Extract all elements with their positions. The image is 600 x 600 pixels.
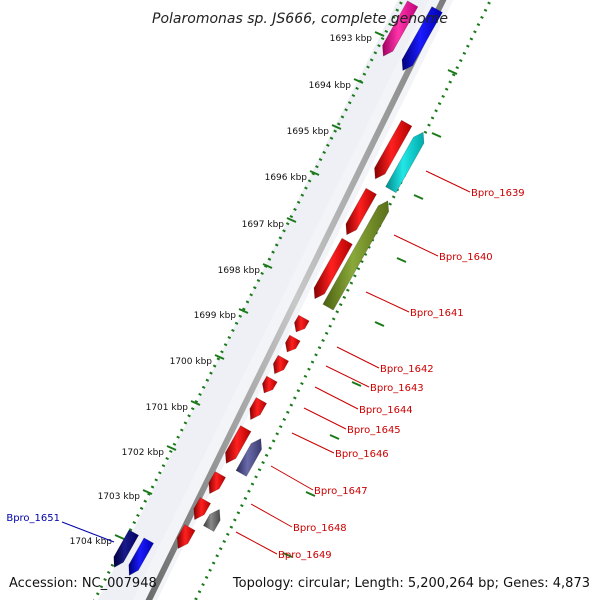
inner-ruler-tick bbox=[329, 434, 340, 440]
scale-tick-label: 1704 kbp bbox=[70, 537, 113, 547]
gene-label[interactable]: Bpro_1643 bbox=[370, 383, 424, 394]
scale-tick bbox=[374, 31, 385, 37]
gene-labels: Bpro_1639 Bpro_1640 Bpro_1641 Bpro_1642 Bpro… bbox=[6, 188, 524, 561]
gene-arrow[interactable] bbox=[294, 314, 310, 333]
inner-ruler-tick bbox=[374, 321, 385, 327]
gene-arrow[interactable] bbox=[208, 471, 227, 495]
inner-ruler-tick bbox=[431, 132, 442, 138]
scale-tick-label: 1694 kbp bbox=[309, 81, 352, 91]
label-leader-line bbox=[314, 386, 359, 410]
gene-arrow[interactable] bbox=[401, 6, 443, 71]
label-leader-line bbox=[291, 432, 335, 454]
scale-tick-label: 1695 kbp bbox=[287, 127, 330, 137]
gene-arrow[interactable] bbox=[249, 397, 268, 421]
gene-label[interactable]: Bpro_1640 bbox=[439, 252, 493, 263]
gene-arrow[interactable] bbox=[313, 237, 353, 300]
scale-tick bbox=[286, 217, 297, 223]
label-leader-line bbox=[303, 407, 347, 430]
inner-ruler bbox=[193, 0, 493, 600]
scale-tick bbox=[331, 124, 342, 130]
gene-arrow[interactable] bbox=[345, 187, 377, 236]
label-leader-line bbox=[61, 521, 115, 543]
gene-arrow[interactable] bbox=[382, 0, 419, 57]
gene-features bbox=[113, 0, 443, 576]
inner-ruler-tick bbox=[305, 491, 316, 497]
gene-label[interactable]: Bpro_1645 bbox=[347, 425, 401, 436]
accession-text: Accession: NC_007948 bbox=[9, 576, 157, 591]
label-leader-line bbox=[250, 503, 293, 528]
gene-label[interactable]: Bpro_1649 bbox=[278, 550, 332, 561]
inner-ruler-tick bbox=[447, 69, 458, 75]
label-leader-line bbox=[393, 234, 439, 257]
gene-arrow[interactable] bbox=[202, 508, 221, 532]
label-leader-line bbox=[235, 531, 278, 555]
gene-label[interactable]: Bpro_1648 bbox=[293, 523, 347, 534]
page-title: Polaromonas sp. JS666, complete genome bbox=[152, 11, 448, 27]
scale-tick-label: 1697 kbp bbox=[242, 220, 285, 230]
gene-arrow[interactable] bbox=[176, 524, 196, 549]
gene-arrow[interactable] bbox=[385, 131, 425, 194]
scale-tick-label: 1702 kbp bbox=[122, 448, 165, 458]
gene-label[interactable]: Bpro_1646 bbox=[335, 449, 389, 460]
gene-arrow[interactable] bbox=[225, 425, 252, 464]
scale-tick bbox=[309, 170, 320, 176]
label-leader-line bbox=[270, 465, 314, 491]
gene-arrow[interactable] bbox=[193, 497, 212, 521]
inner-track-band bbox=[97, 0, 437, 600]
scale-tick-label: 1696 kbp bbox=[265, 173, 308, 183]
gene-arrow[interactable] bbox=[235, 438, 262, 477]
genome-summary-text: Topology: circular; Length: 5,200,264 bp… bbox=[232, 576, 590, 591]
gene-label[interactable]: Bpro_1651 bbox=[6, 513, 60, 524]
scale-tick bbox=[238, 308, 249, 314]
gene-arrow[interactable] bbox=[262, 375, 278, 394]
gene-label[interactable]: Bpro_1644 bbox=[359, 405, 413, 416]
gene-label[interactable]: Bpro_1647 bbox=[314, 486, 368, 497]
scale-tick bbox=[214, 354, 225, 360]
inner-ruler-tick bbox=[396, 257, 407, 263]
gene-label[interactable]: Bpro_1641 bbox=[410, 308, 464, 319]
scale-tick-label: 1693 kbp bbox=[330, 34, 373, 44]
gene-arrow[interactable] bbox=[272, 354, 290, 375]
gene-arrow[interactable] bbox=[374, 119, 413, 180]
scale-tick bbox=[262, 263, 273, 269]
scale-tick bbox=[353, 78, 364, 84]
scale-tick bbox=[142, 489, 153, 495]
scale-tick bbox=[166, 445, 177, 451]
label-leader-line bbox=[325, 365, 370, 388]
gene-arrow[interactable] bbox=[322, 200, 390, 311]
scale-ticks: 1693 kbp 1694 kbp 1695 kbp 1696 kbp 1697 kbp… bbox=[70, 31, 458, 558]
scale-tick-label: 1703 kbp bbox=[98, 492, 141, 502]
gene-label[interactable]: Bpro_1639 bbox=[471, 188, 525, 199]
scale-tick bbox=[114, 534, 125, 540]
scale-tick-label: 1699 kbp bbox=[194, 311, 237, 321]
inner-ruler-tick bbox=[413, 194, 424, 200]
genome-backbone bbox=[145, 0, 447, 600]
gene-label[interactable]: Bpro_1642 bbox=[380, 364, 434, 375]
gene-arrow[interactable] bbox=[285, 334, 301, 353]
scale-tick-label: 1698 kbp bbox=[218, 266, 261, 276]
label-leader-lines bbox=[61, 170, 471, 555]
label-leader-line bbox=[336, 346, 380, 369]
label-leader-line bbox=[365, 291, 410, 313]
label-leader-line bbox=[425, 170, 471, 193]
scale-tick-label: 1701 kbp bbox=[146, 403, 189, 413]
gene-arrow[interactable] bbox=[128, 537, 155, 576]
inner-ruler-tick bbox=[351, 381, 362, 387]
scale-tick bbox=[190, 400, 201, 406]
inner-ruler-tick bbox=[282, 552, 293, 558]
scale-tick-label: 1700 kbp bbox=[170, 357, 213, 367]
gene-arrow[interactable] bbox=[113, 529, 140, 568]
